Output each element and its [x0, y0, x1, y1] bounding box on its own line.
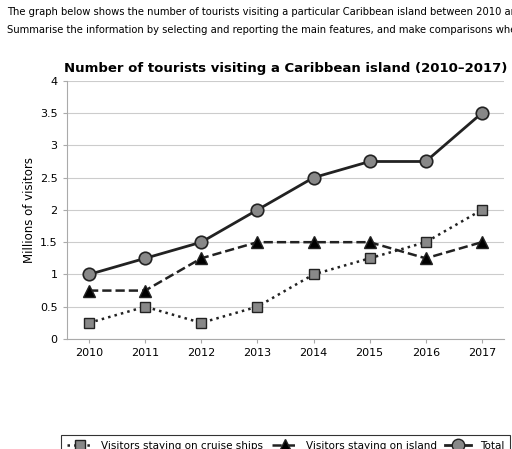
Legend: Visitors staying on cruise ships, Visitors staying on island, Total: Visitors staying on cruise ships, Visito… [60, 435, 510, 449]
Title: Number of tourists visiting a Caribbean island (2010–2017): Number of tourists visiting a Caribbean … [64, 62, 507, 75]
Y-axis label: Millions of visitors: Millions of visitors [23, 157, 36, 263]
Text: The graph below shows the number of tourists visiting a particular Caribbean isl: The graph below shows the number of tour… [7, 7, 512, 17]
Text: Summarise the information by selecting and reporting the main features, and make: Summarise the information by selecting a… [7, 25, 512, 35]
